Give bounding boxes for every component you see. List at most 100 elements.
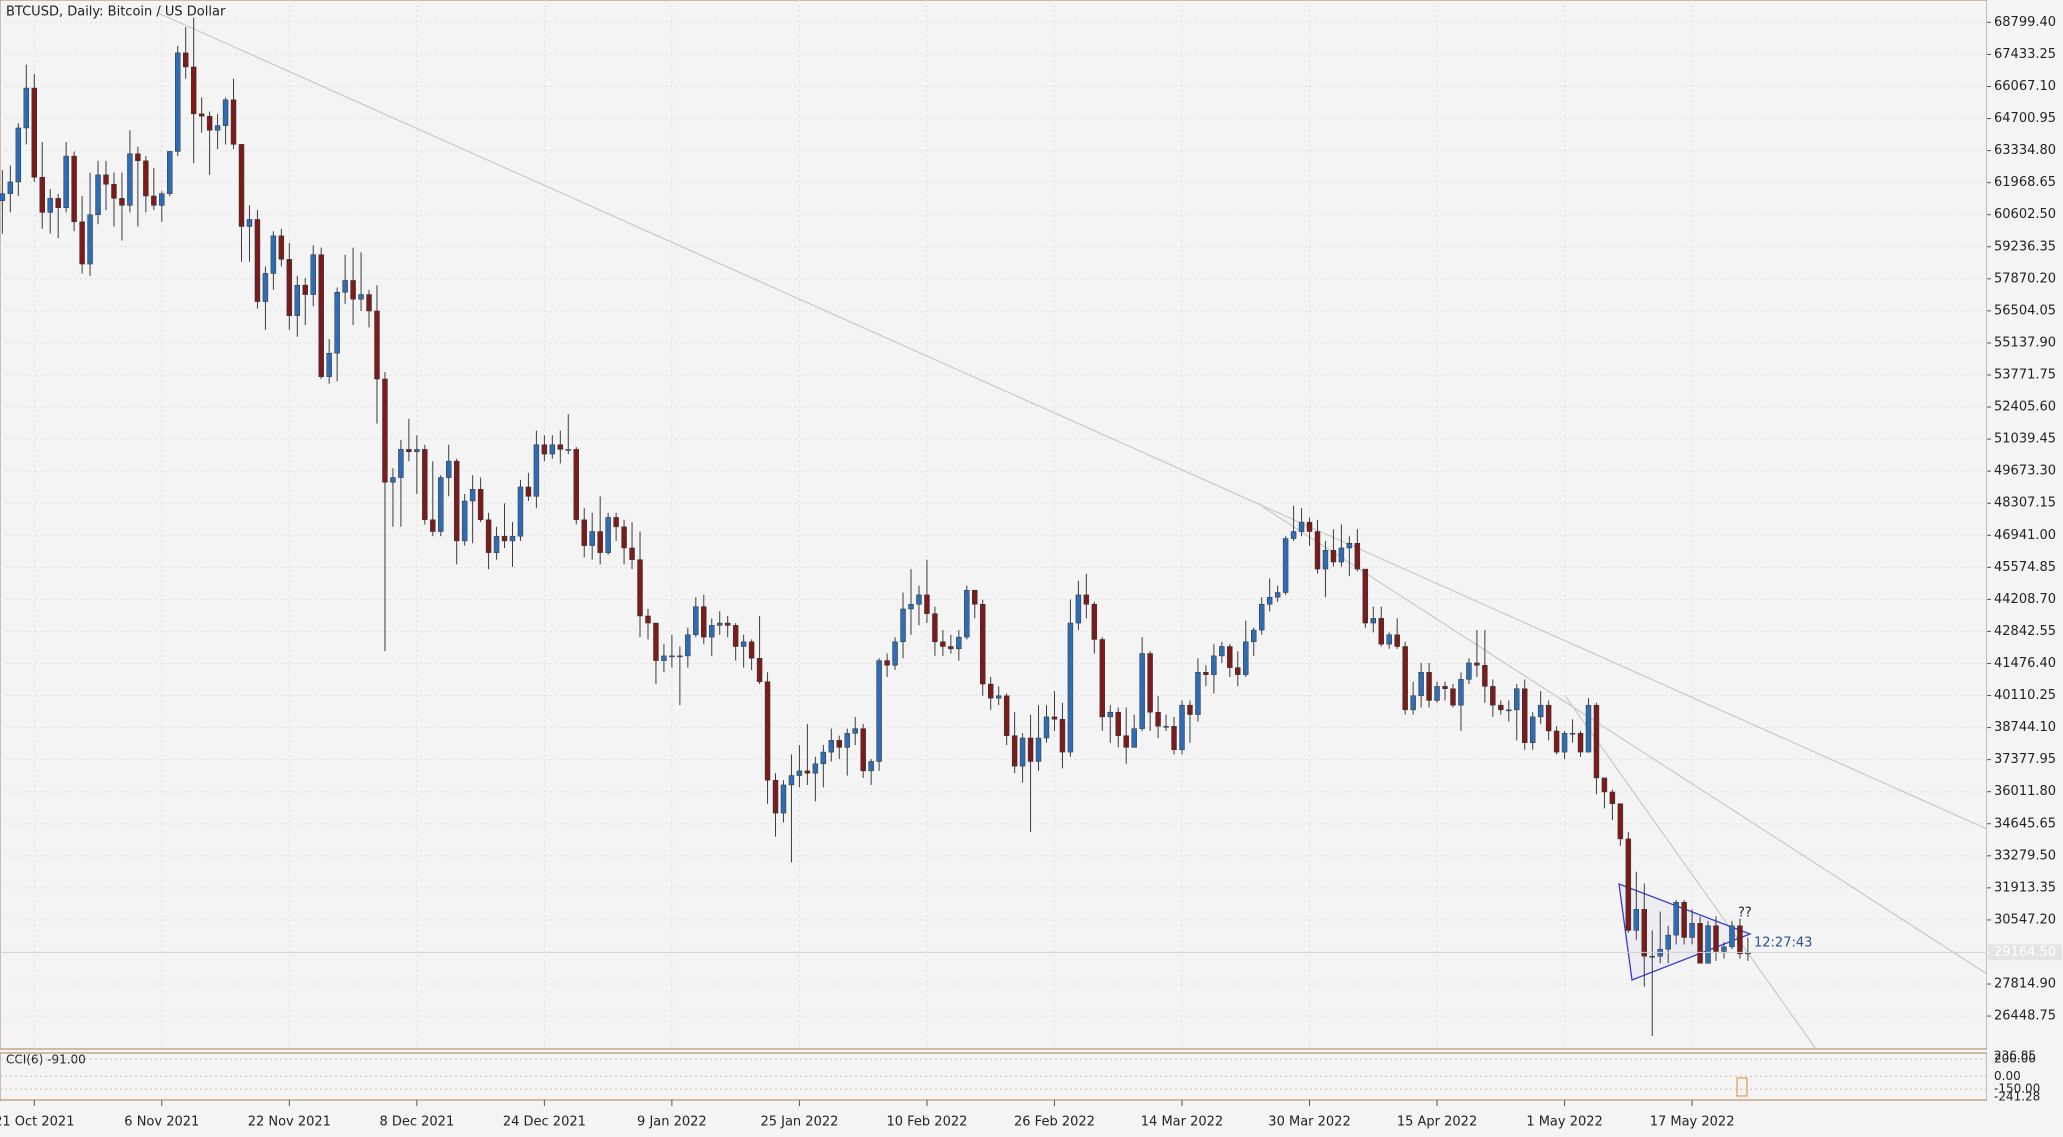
candle-body (270, 235, 277, 274)
y-tick-label: 53771.75 (1994, 367, 2056, 382)
candle-body (1529, 716, 1536, 743)
candle-body (79, 221, 85, 265)
candle-body (1362, 568, 1369, 624)
candle-body (1681, 902, 1687, 938)
candle-body (1466, 662, 1472, 680)
candle-body (485, 519, 492, 553)
candle-body (1697, 923, 1703, 964)
candle-body (1067, 622, 1074, 753)
candle-body (501, 535, 508, 542)
x-tick-label: 1 May 2022 (1526, 1115, 1603, 1130)
candle-body (55, 198, 61, 208)
candle-body (1434, 686, 1440, 701)
y-tick-label: 49673.30 (1994, 464, 2056, 479)
candle-body (1721, 946, 1727, 952)
candle-body (1003, 695, 1010, 736)
candle-body (238, 144, 245, 227)
candle-body (1219, 646, 1225, 657)
candle-body (31, 87, 37, 178)
candle-body (7, 181, 14, 194)
candle-body (1211, 655, 1217, 675)
candle-body (278, 235, 285, 260)
y-tick-label: 55137.90 (1994, 335, 2056, 350)
y-tick-label: 37377.95 (1994, 752, 2056, 767)
y-tick-label: 63334.80 (1994, 143, 2056, 158)
candle-body (621, 526, 627, 549)
y-tick-label: 34645.65 (1994, 816, 2056, 831)
x-tick-label: 17 May 2022 (1650, 1115, 1735, 1130)
candle-body (1354, 543, 1361, 570)
candle-body (198, 113, 205, 117)
candle-body (1083, 594, 1090, 605)
x-tick-label: 10 Feb 2022 (886, 1115, 967, 1130)
x-tick-label: 30 Mar 2022 (1268, 1115, 1350, 1130)
candles (0, 17, 1751, 1037)
candle-body (1394, 634, 1400, 647)
candle-body (23, 87, 30, 129)
candle-body (159, 193, 165, 206)
candle-body (1163, 726, 1169, 728)
candle-body (1258, 604, 1265, 631)
candle-body (980, 604, 986, 685)
candle-body (1043, 716, 1050, 739)
candle-body (350, 280, 356, 300)
candle-body (1545, 704, 1552, 732)
candle-body (1378, 618, 1384, 645)
candle-body (446, 460, 452, 478)
candle-body (1593, 704, 1600, 779)
x-tick-label: 8 Dec 2021 (379, 1115, 454, 1130)
candle-body (422, 449, 428, 521)
candle-body (796, 770, 803, 776)
candle-body (1537, 704, 1544, 718)
candle-body (932, 613, 938, 643)
candle-body (685, 634, 691, 657)
candle-body (1107, 711, 1113, 718)
candle-body (461, 500, 468, 542)
candle-body (1713, 925, 1719, 952)
candle-body (87, 214, 93, 265)
candle-body (1386, 634, 1392, 645)
candle-body (573, 449, 579, 521)
candle-body (1737, 925, 1743, 955)
candle-body (1139, 653, 1145, 729)
candle-body (1027, 737, 1034, 762)
candle-body (374, 310, 380, 380)
y-tick-label: 26448.75 (1994, 1009, 2056, 1024)
candle-body (557, 444, 564, 450)
y-tick-label: 38744.10 (1994, 720, 2056, 735)
candle-body (613, 517, 619, 528)
candle-body (382, 378, 388, 483)
candle-body (1346, 543, 1353, 549)
candle-body (1298, 521, 1305, 532)
candle-body (868, 761, 874, 772)
candle-body (1569, 733, 1576, 735)
candle-body (1035, 737, 1042, 762)
candle-body (254, 219, 261, 302)
candle-body (262, 273, 269, 302)
candle-body (1370, 618, 1377, 624)
candle-body (1179, 704, 1185, 750)
candle-body (286, 259, 293, 316)
candle-body (1338, 547, 1345, 563)
candle-body (398, 449, 404, 478)
candle-body (15, 127, 22, 183)
candle-body (525, 486, 532, 497)
x-tick-label: 15 Apr 2022 (1397, 1115, 1477, 1130)
candle-body (493, 535, 500, 553)
candle-body (852, 728, 858, 734)
y-tick-label: 68799.40 (1994, 15, 2056, 30)
candle-body (1251, 629, 1257, 643)
candle-body (1426, 672, 1432, 701)
candle-body (924, 594, 930, 614)
candle-body (1282, 538, 1289, 593)
candle-body (1458, 679, 1464, 706)
candle-body (1514, 688, 1520, 711)
candle-body (1633, 909, 1640, 931)
candle-body (987, 683, 994, 699)
candle-body (1123, 735, 1129, 748)
candle-body (541, 444, 548, 455)
candle-body (1729, 925, 1735, 948)
candle-body (1609, 791, 1616, 804)
candle-body (916, 594, 922, 605)
